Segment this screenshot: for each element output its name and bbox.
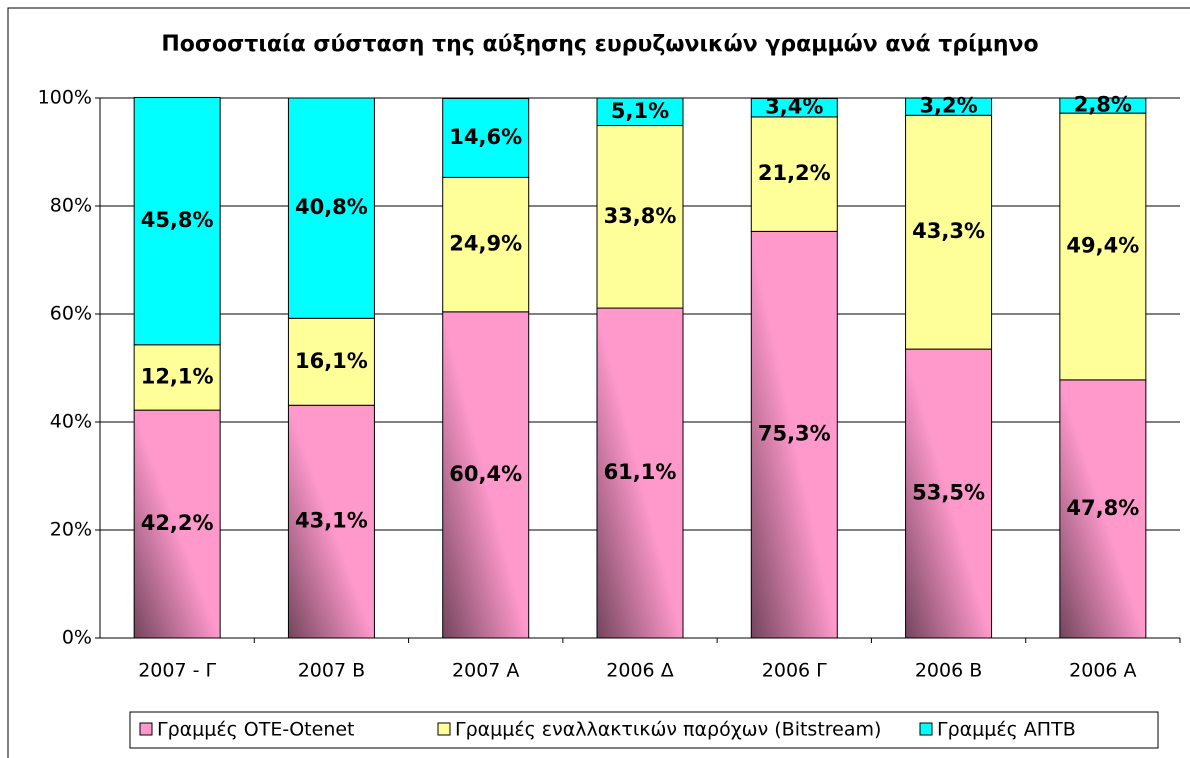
- x-tick-label: 2006 Γ: [762, 660, 827, 682]
- bar-segment: [750, 116, 838, 232]
- data-label: 43,3%: [912, 219, 985, 243]
- data-label: 75,3%: [758, 422, 831, 446]
- x-tick-label: 2007 - Γ: [138, 660, 216, 682]
- data-label: 21,2%: [758, 161, 831, 185]
- data-label: 40,8%: [295, 195, 368, 219]
- y-tick-label: 40%: [50, 411, 92, 433]
- legend-swatch: [139, 722, 153, 736]
- data-label: 47,8%: [1066, 496, 1139, 520]
- bar-segment: [1059, 97, 1147, 114]
- bar-shade: [751, 231, 838, 638]
- y-tick-label: 0%: [62, 627, 92, 649]
- data-label: 43,1%: [295, 509, 368, 533]
- bar-shade: [1059, 379, 1146, 638]
- x-tick-label: 2006 Α: [1069, 660, 1136, 682]
- bar-segment: [750, 98, 838, 118]
- data-label: 3,4%: [765, 95, 823, 119]
- bar-segment: [442, 98, 530, 178]
- data-label: 60,4%: [449, 462, 522, 486]
- bar-segment: [1059, 112, 1147, 381]
- legend-label: Γραμμές ΑΠΤΒ: [937, 719, 1076, 741]
- y-tick-label: 60%: [50, 303, 92, 325]
- x-tick-label: 2006 Β: [915, 660, 982, 682]
- legend-label: Γραμμές ΟΤΕ-Otenet: [157, 719, 355, 741]
- bar-segment: [905, 97, 993, 116]
- bar-shade: [134, 410, 221, 638]
- x-tick-label: 2007 Α: [452, 660, 519, 682]
- x-tick-label: 2007 Β: [298, 660, 365, 682]
- data-label: 12,1%: [141, 364, 214, 388]
- legend-swatch: [919, 722, 933, 736]
- bar-segment: [905, 114, 993, 350]
- data-label: 53,5%: [912, 481, 985, 505]
- y-tick-label: 20%: [50, 519, 92, 541]
- legend-box: [129, 711, 1159, 749]
- data-label: 45,8%: [141, 208, 214, 232]
- legend-swatch: [437, 722, 451, 736]
- y-tick-label: 100%: [38, 87, 92, 109]
- data-label: 3,2%: [919, 94, 977, 118]
- chart-title: Ποσοστιαία σύσταση της αύξησης ευρυζωνικ…: [161, 32, 1038, 57]
- x-tick-label: 2006 Δ: [606, 660, 673, 682]
- bar-shade: [288, 405, 375, 638]
- bar-shade: [597, 308, 683, 638]
- bar-segment: [133, 344, 221, 411]
- bar-segment: [287, 317, 375, 406]
- legend-label: Γραμμές εναλλακτικών παρόχων (Bitstream): [455, 719, 881, 741]
- data-label: 61,1%: [604, 460, 677, 484]
- data-label: 24,9%: [449, 232, 522, 256]
- data-label: 5,1%: [611, 99, 669, 123]
- data-label: 49,4%: [1066, 234, 1139, 258]
- bar-shade: [905, 349, 992, 638]
- y-tick-label: 80%: [50, 195, 92, 217]
- data-label: 33,8%: [604, 204, 677, 228]
- bar-segment: [596, 125, 684, 309]
- bar-segment: [596, 97, 684, 127]
- data-label: 2,8%: [1074, 93, 1132, 117]
- bar-shade: [442, 311, 529, 638]
- data-label: 16,1%: [295, 349, 368, 373]
- data-label: 14,6%: [449, 125, 522, 149]
- bar-segment: [133, 96, 221, 346]
- data-label: 42,2%: [141, 511, 214, 535]
- bar-segment: [287, 97, 375, 319]
